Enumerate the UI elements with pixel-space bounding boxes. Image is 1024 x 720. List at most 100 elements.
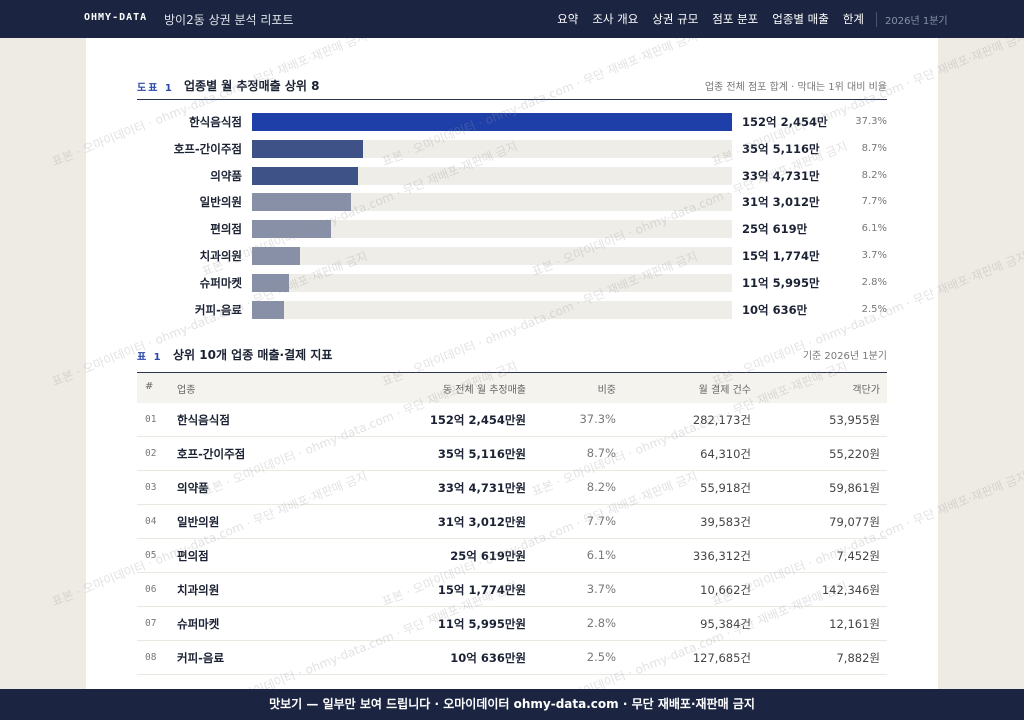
table-cell: 03	[145, 482, 157, 493]
table-cell: 33억 4,731만원	[437, 481, 526, 495]
row-divider	[137, 606, 887, 607]
table-cell: 한식음식점	[177, 413, 230, 427]
nav-links: 요약 조사 개요 상권 규모 점포 분포 업종별 매출 한계	[557, 11, 864, 27]
share-label: 37.3%	[855, 116, 887, 127]
nav-link[interactable]: 요약	[557, 12, 579, 26]
figure-label: 도표 1	[137, 83, 174, 94]
value-label: 33억 4,731만	[742, 168, 820, 183]
table-cell: 6.1%	[586, 548, 616, 562]
category-label: 슈퍼마켓	[199, 275, 242, 290]
row-divider	[137, 436, 887, 437]
category-label: 의약품	[210, 168, 242, 183]
period: 2026년 1분기	[876, 12, 948, 27]
table-cell: 282,173건	[692, 413, 751, 427]
table-cell: 25억 619만원	[450, 549, 526, 563]
table-cell: 04	[145, 516, 157, 527]
table-cell: 치과의원	[177, 583, 220, 597]
row-divider	[137, 470, 887, 471]
table-cell: 7,452원	[836, 549, 880, 563]
brand[interactable]: OHMY-DATA	[84, 12, 148, 23]
bar	[252, 220, 331, 239]
table-cell: 53,955원	[829, 413, 880, 427]
table-cell: 55,220원	[829, 447, 880, 461]
table-header	[137, 372, 887, 403]
table-cell: 31억 3,012만원	[437, 515, 526, 529]
table-cell: 37.3%	[579, 412, 616, 426]
table-cell: 05	[145, 550, 157, 561]
value-label: 11억 5,995만	[742, 275, 820, 290]
figure-title: 업종별 월 추정매출 상위 8	[184, 79, 320, 93]
table-cell: 커피-음료	[177, 651, 225, 665]
value-label: 10억 636만	[742, 302, 808, 317]
share-label: 2.5%	[861, 303, 887, 315]
table-cell: 142,346원	[821, 583, 880, 597]
table-cell: 01	[145, 414, 157, 425]
table-cell: 11억 5,995만원	[437, 617, 526, 631]
category-label: 호프-간이주점	[173, 141, 242, 156]
table-cell: 일반의원	[177, 515, 220, 529]
table-cell: 336,312건	[692, 549, 751, 563]
table-cell: 8.7%	[586, 446, 616, 460]
top-nav: OHMY-DATA 방이2동 상권 분석 리포트 요약 조사 개요 상권 규모 점포 …	[0, 0, 1024, 38]
nav-link[interactable]: 조사 개요	[592, 12, 639, 26]
bar-track	[252, 273, 732, 292]
category-label: 커피-음료	[194, 302, 242, 317]
table-cell: 95,384건	[700, 617, 751, 631]
bar	[252, 166, 358, 185]
bar	[252, 247, 300, 265]
table-cell: 슈퍼마켓	[177, 617, 220, 631]
table-cell: 39,583건	[700, 515, 751, 529]
table-cell: 10억 636만원	[450, 651, 526, 665]
bar	[252, 139, 363, 158]
table-cell: 의약품	[177, 481, 209, 495]
column-header: #	[145, 381, 154, 392]
share-label: 2.8%	[861, 276, 887, 288]
table-cell: 12,161원	[829, 617, 880, 631]
table-cell: 35억 5,116만원	[437, 447, 526, 461]
table-cell: 127,685건	[692, 651, 751, 665]
share-label: 7.7%	[861, 196, 887, 208]
nav-link[interactable]: 업종별 매출	[772, 12, 829, 26]
share-label: 3.7%	[861, 250, 887, 261]
footer-banner: 맛보기 — 일부만 보여 드립니다 · 오마이데이터 ohmy-data.com…	[0, 689, 1024, 720]
table-cell: 02	[145, 448, 157, 459]
column-header: 비중	[597, 385, 616, 396]
value-label: 31억 3,012만	[742, 195, 820, 210]
category-label: 일반의원	[199, 195, 242, 210]
table-cell: 07	[145, 618, 157, 629]
row-divider	[137, 538, 887, 539]
bar-track	[252, 247, 732, 265]
bar-track	[252, 300, 732, 319]
table-cell: 06	[145, 584, 157, 595]
table-cell: 55,918건	[700, 481, 751, 495]
category-label: 한식음식점	[189, 115, 242, 129]
report-title: 방이2동 상권 분석 리포트	[164, 13, 294, 27]
bar-track	[252, 166, 732, 185]
bar	[252, 273, 289, 292]
value-label: 35억 5,116만	[742, 141, 820, 156]
table-cell: 7,882원	[836, 651, 880, 665]
nav-link[interactable]: 상권 규모	[652, 12, 699, 26]
bar-track	[252, 220, 732, 239]
table-cell: 2.8%	[586, 616, 616, 630]
table-label: 표 1	[137, 352, 163, 363]
nav-link[interactable]: 한계	[842, 12, 864, 26]
value-label: 152억 2,454만	[742, 115, 828, 129]
bar-track	[252, 193, 732, 212]
figure-rule	[137, 99, 887, 100]
table-title: 상위 10개 업종 매출·결제 지표	[173, 348, 333, 362]
column-header: 업종	[177, 385, 196, 396]
table-cell: 편의점	[177, 549, 209, 563]
table-cell: 152억 2,454만원	[429, 413, 526, 427]
category-label: 편의점	[210, 222, 242, 237]
column-header: 월 결제 건수	[698, 385, 751, 396]
table-cell: 10,662건	[700, 583, 751, 597]
nav-link[interactable]: 점포 분포	[712, 12, 759, 26]
row-divider	[137, 504, 887, 505]
table-cell: 3.7%	[586, 582, 616, 596]
value-label: 15억 1,774만	[742, 249, 820, 263]
bar-track	[252, 113, 732, 131]
bar	[252, 193, 351, 212]
column-header: 객단가	[852, 385, 880, 396]
